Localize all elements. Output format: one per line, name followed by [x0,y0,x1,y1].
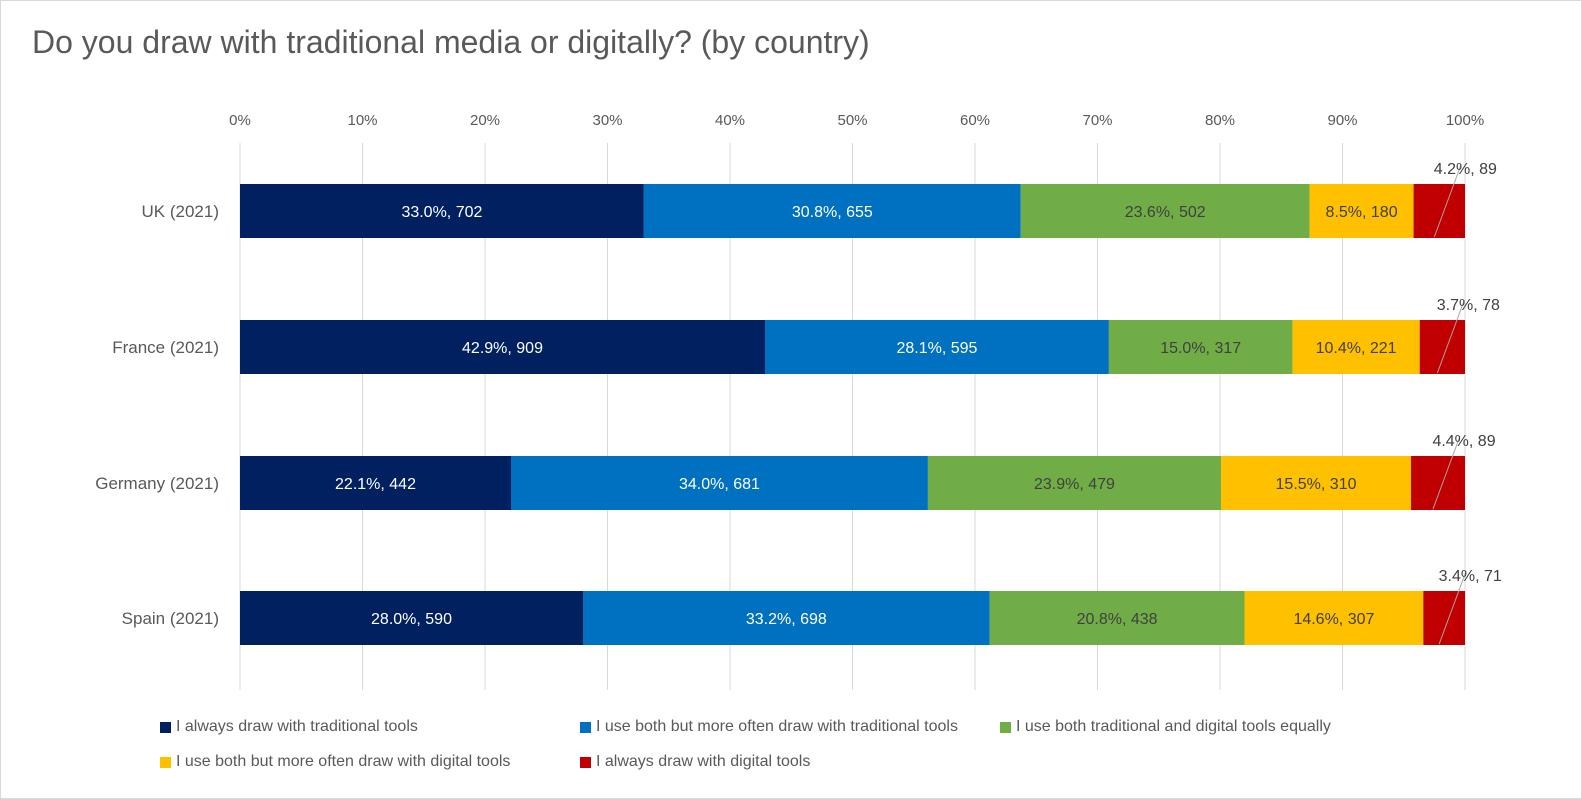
bar-segment [583,591,990,645]
legend-item: I always draw with traditional tools [160,718,418,736]
legend-item: I use both traditional and digital tools… [1000,718,1331,736]
data-label: 20.8%, 438 [1077,611,1158,628]
legend-swatch [580,756,591,768]
bar-segment [1108,320,1293,374]
data-label: 30.8%, 655 [792,204,873,221]
data-label: 22.1%, 442 [335,476,416,493]
data-label: 14.6%, 307 [1293,611,1374,628]
x-tick-label: 10% [347,112,377,129]
category-label: Germany (2021) [95,474,219,493]
bar-segment [1309,184,1414,238]
bar-segment [1020,184,1310,238]
bar-segment [1419,320,1465,374]
legend-item: I always draw with digital tools [580,753,810,771]
x-tick-label: 30% [592,112,622,129]
bar-segment [240,456,511,510]
bar-segment [1411,456,1465,510]
x-tick-label: 90% [1327,112,1357,129]
bar-segment [240,591,583,645]
data-label: 8.5%, 180 [1326,204,1398,221]
bar-segment [1244,591,1424,645]
bar-segment [643,184,1021,238]
legend-item: I use both but more often draw with trad… [580,718,958,736]
legend-swatch [160,756,171,768]
x-tick-label: 0% [229,112,251,129]
bar-segment [765,320,1109,374]
data-label: 23.9%, 479 [1034,476,1115,493]
legend-swatch [1000,721,1011,733]
leader-line [1436,299,1465,374]
data-label: 33.0%, 702 [401,204,482,221]
category-label: UK (2021) [142,202,219,221]
legend-label: I use both traditional and digital tools… [1016,718,1331,735]
legend-label: I always draw with digital tools [596,753,811,770]
x-tick-label: 70% [1082,112,1112,129]
x-tick-label: 100% [1446,112,1484,129]
x-tick-label: 50% [837,112,867,129]
x-tick-label: 60% [960,112,990,129]
data-label: 28.0%, 590 [371,611,452,628]
leader-line [1432,435,1461,510]
category-label: Spain (2021) [122,609,219,628]
bar-segment [510,456,928,510]
data-label: 4.2%, 89 [1434,161,1497,178]
bar-segment [1413,184,1465,238]
data-label: 15.5%, 310 [1276,476,1357,493]
x-tick-label: 40% [715,112,745,129]
legend-label: I always draw with traditional tools [176,718,418,735]
leader-line [1438,570,1467,645]
data-label: 4.4%, 89 [1432,433,1495,450]
bar-segment [240,184,644,238]
data-label: 10.4%, 221 [1316,340,1397,357]
bar-segment [1423,591,1465,645]
bar-segment [1292,320,1420,374]
bar-segment [927,456,1221,510]
data-label: 42.9%, 909 [462,340,543,357]
data-label: 33.2%, 698 [746,611,827,628]
legend-swatch [160,721,171,733]
x-tick-label: 80% [1205,112,1235,129]
data-label: 3.7%, 78 [1437,297,1500,314]
leader-line [1433,163,1462,238]
legend-label: I use both but more often draw with trad… [596,718,958,735]
data-label: 3.4%, 71 [1439,568,1502,585]
data-label: 34.0%, 681 [679,476,760,493]
data-label: 15.0%, 317 [1160,340,1241,357]
legend-swatch [580,721,591,733]
category-label: France (2021) [112,338,219,357]
legend-item: I use both but more often draw with digi… [160,753,510,771]
chart-legend: I always draw with traditional tools I us… [160,718,1420,788]
legend-label: I use both but more often draw with digi… [176,753,511,770]
bar-segment [1220,456,1412,510]
chart-title: Do you draw with traditional media or di… [32,24,870,60]
data-label: 28.1%, 595 [896,340,977,357]
x-tick-label: 20% [470,112,500,129]
bar-segment [989,591,1245,645]
bar-segment [240,320,765,374]
data-label: 23.6%, 502 [1125,204,1206,221]
